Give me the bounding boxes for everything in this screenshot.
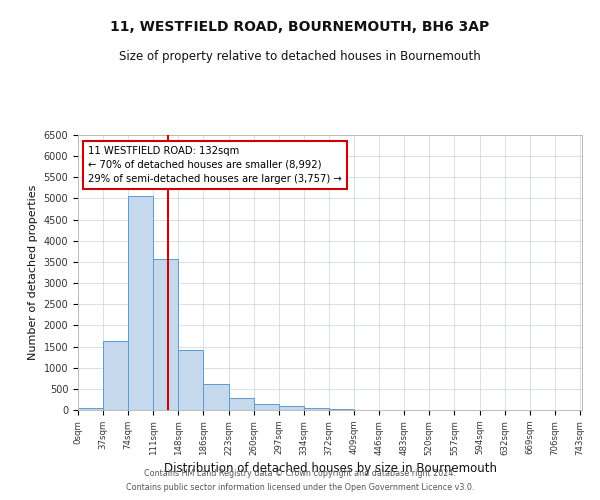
Bar [153, 258, 178, 410]
Text: Size of property relative to detached houses in Bournemouth: Size of property relative to detached ho… [119, 50, 481, 63]
Text: 11 WESTFIELD ROAD: 132sqm
← 70% of detached houses are smaller (8,992)
29% of se: 11 WESTFIELD ROAD: 132sqm ← 70% of detac… [88, 146, 342, 184]
Bar [254, 404, 279, 410]
Bar [103, 342, 128, 410]
Bar [304, 408, 329, 410]
Bar [178, 350, 203, 410]
Bar [78, 408, 103, 410]
X-axis label: Distribution of detached houses by size in Bournemouth: Distribution of detached houses by size … [163, 462, 497, 474]
Text: 11, WESTFIELD ROAD, BOURNEMOUTH, BH6 3AP: 11, WESTFIELD ROAD, BOURNEMOUTH, BH6 3AP [110, 20, 490, 34]
Bar [329, 408, 354, 410]
Text: Contains public sector information licensed under the Open Government Licence v3: Contains public sector information licen… [126, 484, 474, 492]
Bar [279, 406, 304, 410]
Bar [203, 384, 229, 410]
Bar [229, 398, 254, 410]
Y-axis label: Number of detached properties: Number of detached properties [28, 185, 38, 360]
Text: Contains HM Land Registry data © Crown copyright and database right 2024.: Contains HM Land Registry data © Crown c… [144, 468, 456, 477]
Bar [128, 196, 153, 410]
